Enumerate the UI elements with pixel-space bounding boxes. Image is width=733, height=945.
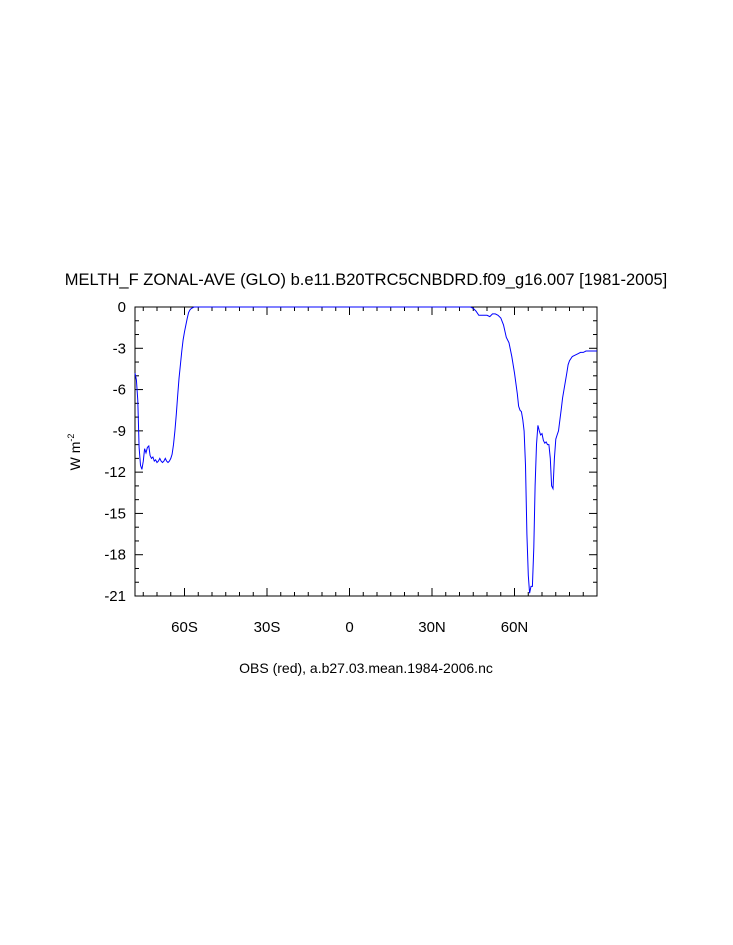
y-axis-ticks: 0 -3 -6 -9 -12 -15 -18 -21 — [104, 299, 597, 605]
y-tick-label: -15 — [104, 505, 126, 522]
x-tick-label: 30S — [254, 619, 281, 636]
y-tick-label: -6 — [113, 382, 126, 399]
y-axis-label-superscript: -2 — [66, 434, 76, 442]
y-axis-label: W m-2 — [66, 434, 83, 471]
y-tick-label: -3 — [113, 340, 126, 357]
x-tick-label: 30N — [418, 619, 446, 636]
x-tick-label: 0 — [345, 619, 353, 636]
x-tick-label: 60S — [171, 619, 198, 636]
x-axis-ticks: 60S 30S 0 30N 60N — [142, 307, 598, 636]
chart-title: MELTH_F ZONAL-AVE (GLO) b.e11.B20TRC5CNB… — [65, 271, 668, 289]
y-tick-label: -9 — [113, 423, 126, 440]
y-axis-label-main: W m — [67, 442, 83, 471]
y-tick-label: 0 — [118, 299, 126, 316]
x-axis-label: OBS (red), a.b27.03.mean.1984-2006.nc — [239, 660, 493, 676]
series-line — [134, 306, 597, 594]
y-tick-label: -21 — [104, 588, 126, 605]
x-tick-label: 60N — [501, 619, 529, 636]
y-tick-label: -12 — [104, 464, 126, 481]
y-tick-label: -18 — [104, 547, 126, 564]
